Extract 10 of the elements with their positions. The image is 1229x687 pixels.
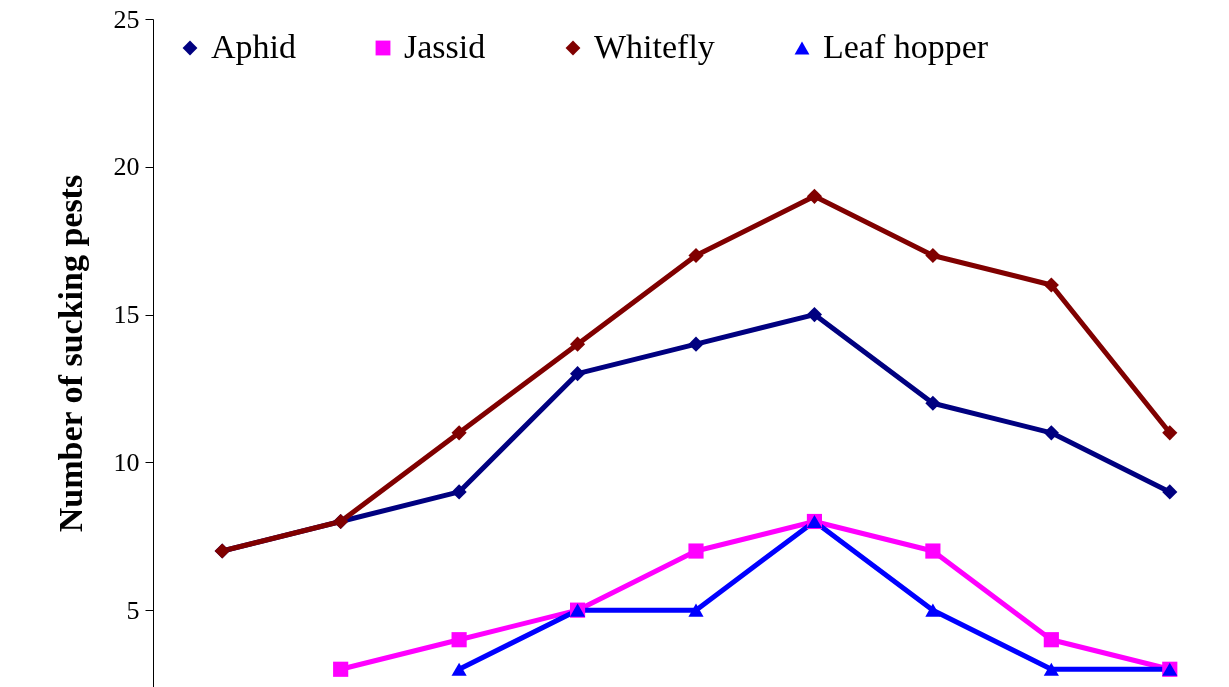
- legend-label: Leaf hopper: [823, 28, 989, 65]
- legend-label: Aphid: [211, 28, 296, 65]
- y-tick-label: 15: [113, 300, 140, 330]
- y-tick-label: 25: [113, 4, 140, 34]
- y-tick-label: 20: [113, 152, 140, 182]
- y-tick-label: 10: [113, 447, 140, 477]
- y-axis-title: Number of sucking pests: [51, 174, 89, 533]
- legend-label: Whitefly: [594, 28, 715, 65]
- y-tick-label: 5: [126, 595, 140, 625]
- legend-label: Jassid: [404, 28, 486, 65]
